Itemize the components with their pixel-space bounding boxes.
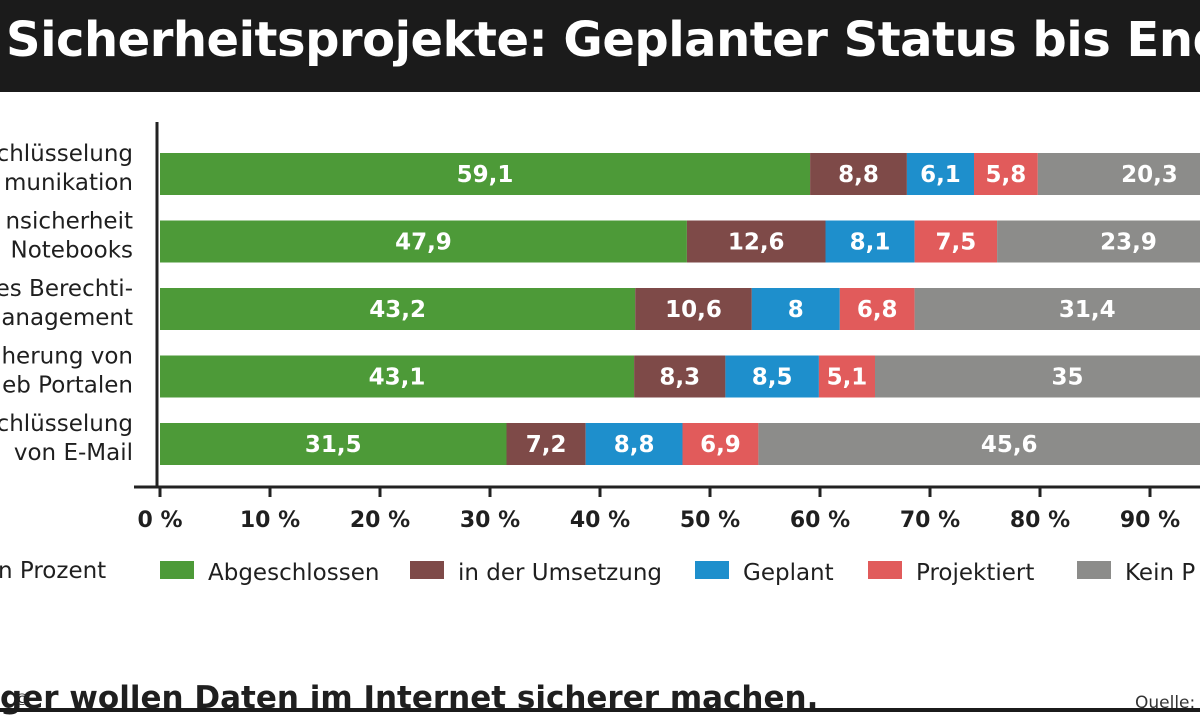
bottom-rule (0, 708, 1200, 712)
bar-value-label: 10,6 (665, 297, 722, 323)
bar-segment-geplant (751, 288, 840, 330)
bar-segment-projektiert (682, 423, 759, 465)
bar-segment-geplant (725, 355, 819, 398)
bar-value-label: 12,6 (728, 230, 785, 256)
bar-segment-in-der-umsetzung (634, 355, 726, 398)
category-label: chlüsselung (0, 141, 133, 167)
x-tick-label: 60 % (790, 508, 850, 533)
legend-swatch-in-der-umsetzung (410, 561, 444, 579)
bar-value-label: 47,9 (395, 230, 452, 256)
category-label: munikation (4, 170, 133, 196)
copyright-mark: © (14, 690, 30, 709)
legend-swatch-kein-p (1077, 561, 1111, 579)
bar-value-label: 5,1 (827, 365, 868, 391)
bar-segment-geplant (825, 220, 915, 263)
bar-value-label: 8,8 (838, 162, 879, 188)
legend-swatch-projektiert (868, 561, 902, 579)
bar-segment-in-der-umsetzung (506, 423, 586, 465)
bar-segment-kein-p (914, 288, 1200, 330)
bar-value-label: 31,5 (305, 432, 362, 458)
bar-segment-kein-p (758, 423, 1200, 465)
bar-segment-abgeschlossen (160, 288, 636, 330)
category-label: es Berechti- (0, 276, 133, 302)
category-label: herung von (1, 344, 133, 370)
bar-value-label: 6,1 (920, 162, 961, 188)
bar-value-label: 6,8 (857, 297, 898, 323)
legend-label: in der Umsetzung (458, 560, 662, 586)
bar-value-label: 6,9 (700, 432, 741, 458)
legend-label: Abgeschlossen (208, 560, 379, 586)
x-tick-label: 10 % (240, 508, 300, 533)
bar-value-label: 43,1 (369, 365, 426, 391)
bar-value-label: 8,3 (659, 365, 700, 391)
bar-segment-abgeschlossen (160, 220, 687, 263)
bar-value-label: 5,8 (986, 162, 1027, 188)
bar-value-label: 31,4 (1059, 297, 1116, 323)
chart-title: Sicherheitsprojekte: Geplanter Status bi… (6, 12, 1200, 68)
bar-segment-kein-p (997, 220, 1200, 263)
bar-segment-projektiert (839, 288, 915, 330)
bar-value-label: 45,6 (981, 432, 1038, 458)
x-tick-label: 80 % (1010, 508, 1070, 533)
bar-segment-in-der-umsetzung (810, 153, 907, 195)
bar-segment-geplant (906, 153, 974, 195)
bar-segment-abgeschlossen (160, 355, 635, 398)
unit-note: n Prozent (0, 558, 106, 584)
bar-segment-kein-p (1037, 153, 1200, 195)
bar-segment-projektiert (914, 220, 998, 263)
bar-value-label: 23,9 (1100, 230, 1157, 256)
x-tick-label: 30 % (460, 508, 520, 533)
legend-label: Kein P (1125, 560, 1195, 586)
title-bar: Sicherheitsprojekte: Geplanter Status bi… (0, 0, 1200, 92)
bar-segment-abgeschlossen (160, 423, 507, 465)
category-label: von E-Mail (14, 440, 133, 466)
bar-value-label: 8,5 (752, 365, 793, 391)
x-tick-label: 70 % (900, 508, 960, 533)
legend-label: Projektiert (916, 560, 1034, 586)
bar-segment-in-der-umsetzung (686, 220, 826, 263)
stacked-bar-chart: 59,1 8,8 6,1 5,8 20,3 chlüsselung munikation 47… (0, 122, 1200, 586)
x-tick-label: 90 % (1120, 508, 1180, 533)
bar-value-label: 20,3 (1121, 162, 1178, 188)
bar-value-label: 7,2 (526, 432, 567, 458)
bar-value-label: 7,5 (935, 230, 976, 256)
bar-value-label: 8 (788, 297, 804, 323)
bar-segment-abgeschlossen (160, 153, 811, 195)
category-label: eb Portalen (2, 373, 133, 399)
x-tick-label: 0 % (137, 508, 182, 533)
bar-segment-geplant (585, 423, 683, 465)
legend-label: Geplant (743, 560, 834, 586)
legend-swatch-abgeschlossen (160, 561, 194, 579)
category-label: chlüsselung (0, 411, 133, 437)
bar-segment-projektiert (974, 153, 1038, 195)
legend-swatch-geplant (695, 561, 729, 579)
bar-segment-in-der-umsetzung (635, 288, 752, 330)
bar-segment-kein-p (875, 355, 1200, 398)
bar-value-label: 8,1 (850, 230, 891, 256)
x-tick-label: 40 % (570, 508, 630, 533)
bar-value-label: 8,8 (614, 432, 655, 458)
bar-value-label: 35 (1051, 365, 1083, 391)
category-label: Notebooks (11, 238, 134, 264)
bar-value-label: 59,1 (457, 162, 514, 188)
bar-value-label: 43,2 (369, 297, 426, 323)
category-label: anagement (1, 305, 133, 331)
bar-segment-projektiert (818, 355, 875, 398)
x-tick-label: 50 % (680, 508, 740, 533)
category-label: nsicherheit (5, 209, 133, 235)
x-tick-label: 20 % (350, 508, 410, 533)
